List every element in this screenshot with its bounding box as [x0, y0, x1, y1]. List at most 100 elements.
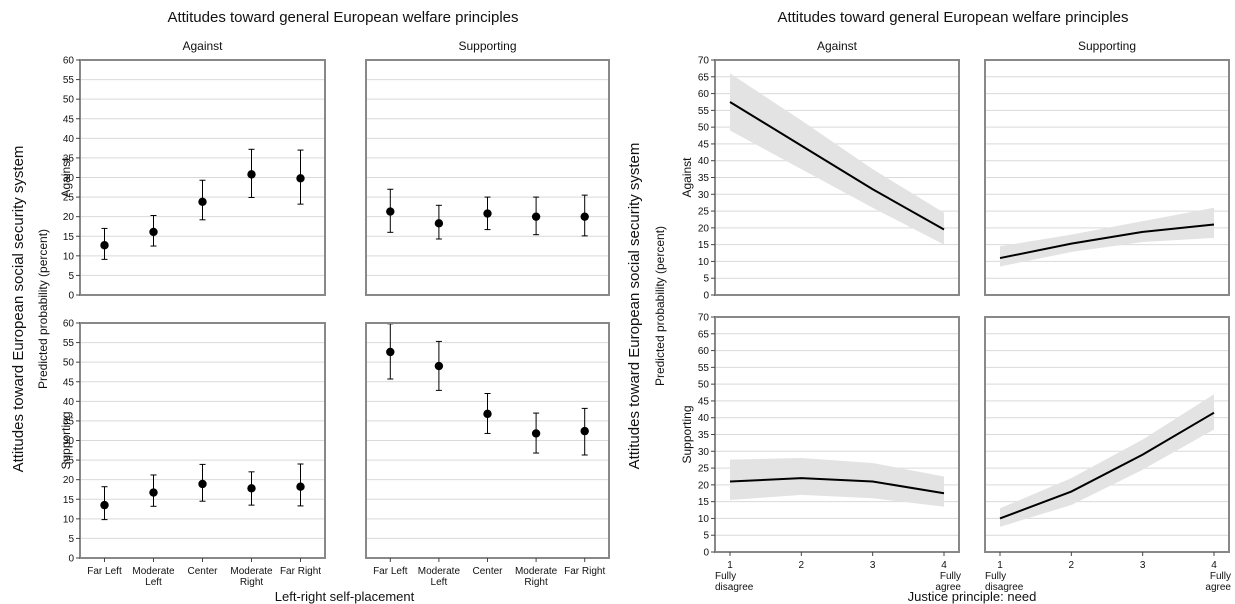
y-tick-label: 10 [63, 251, 75, 262]
y-tick-label: 40 [63, 134, 75, 145]
data-point [531, 212, 541, 221]
x-tick-label: 3 [870, 560, 876, 571]
y-tick-label: 30 [63, 173, 75, 184]
column-header: Against [817, 39, 858, 53]
y-tick-label: 45 [698, 139, 710, 150]
x-tick-label: Center [472, 566, 503, 577]
y-tick-label: 40 [698, 156, 710, 167]
x-tick-note: agree [935, 582, 961, 593]
panel-supporting-against: 05101520253035404550556065701Fullydisagr… [698, 313, 962, 594]
y-tick-label: 15 [63, 232, 75, 243]
y-axis-label: Predicted probability (percent) [36, 229, 50, 389]
chart-2: Attitudes toward general European welfar… [626, 9, 1231, 604]
y-tick-label: 55 [698, 363, 710, 374]
x-tick-note: Fully [985, 571, 1006, 582]
confidence-band [730, 458, 944, 507]
x-tick-label: Far Left [87, 566, 122, 577]
y-tick-label: 35 [698, 430, 710, 441]
row-header: Against [59, 157, 73, 198]
data-point [247, 484, 256, 493]
data-point [247, 170, 256, 179]
panel-against-supporting [984, 59, 1230, 296]
y-tick-label: 5 [703, 274, 709, 285]
chart-title: Attitudes toward general European welfar… [167, 9, 518, 26]
y-tick-label: 10 [63, 514, 75, 525]
x-tick-label: Far Right [564, 566, 605, 577]
y-tick-label: 60 [698, 89, 710, 100]
row-header: Supporting [59, 411, 73, 469]
x-tick-label: Center [187, 566, 218, 577]
y-tick-label: 30 [698, 190, 710, 201]
x-tick-label: 4 [1211, 560, 1217, 571]
y-tick-label: 20 [698, 480, 710, 491]
data-point [386, 347, 395, 357]
panel-supporting-against: 0 5 10 15 20 25 30 35 40 45 50 55 60 Far Left Moderate… [63, 319, 326, 588]
data-point [296, 174, 305, 183]
column-header: Against [182, 39, 223, 53]
row-header: Supporting [680, 405, 694, 463]
x-axis-label: Left-right self-placement [275, 589, 415, 604]
x-tick-label: 1 [727, 560, 733, 571]
data-point [434, 361, 444, 371]
x-tick-note: Fully [1210, 571, 1231, 582]
y-tick-label: 55 [63, 75, 75, 86]
y-tick-label: 15 [63, 495, 75, 506]
panel-border [365, 59, 610, 296]
y-tick-label: 65 [698, 72, 710, 83]
y-tick-label: 0 [703, 548, 709, 559]
panel-border [984, 316, 1230, 553]
data-point [296, 482, 305, 491]
x-tick-note: Fully [940, 571, 961, 582]
y-tick-label: 55 [63, 338, 75, 349]
y-tick-label: 50 [63, 358, 75, 369]
y-tick-label: 40 [63, 397, 75, 408]
x-tick-label: 2 [799, 560, 805, 571]
column-header: Supporting [458, 39, 516, 53]
y-tick-label: 5 [703, 531, 709, 542]
data-point [483, 209, 492, 218]
x-tick-label: Right [524, 577, 548, 588]
data-point [580, 212, 589, 221]
data-point [483, 409, 492, 419]
y-tick-label: 70 [698, 56, 710, 67]
y-tick-label: 35 [698, 173, 710, 184]
panel-against-supporting [365, 59, 610, 296]
series-line [729, 477, 945, 495]
data-point [434, 219, 444, 228]
y-axis-label: Predicted probability (percent) [653, 226, 667, 386]
y-tick-label: 25 [63, 456, 75, 467]
x-tick-label: 1 [997, 560, 1003, 571]
y-tick-label: 55 [698, 106, 710, 117]
confidence-band [730, 73, 944, 245]
x-tick-label: Moderate [230, 566, 273, 577]
x-tick-label: Moderate [515, 566, 558, 577]
y-tick-label: 20 [63, 475, 75, 486]
y-tick-label: 40 [698, 413, 710, 424]
x-tick-note: Fully [715, 571, 736, 582]
y-tick-label: 0 [703, 291, 709, 302]
data-point [149, 227, 158, 237]
data-point [100, 500, 109, 510]
y-tick-label: 25 [698, 464, 710, 475]
data-point [149, 488, 158, 497]
y-tick-label: 65 [698, 329, 710, 340]
data-point [580, 426, 589, 436]
y-tick-label: 50 [698, 123, 710, 134]
x-tick-note: agree [1205, 582, 1231, 593]
y-tick-label: 50 [698, 380, 710, 391]
y-tick-label: 15 [698, 497, 710, 508]
y-tick-label: 60 [63, 319, 75, 330]
y-tick-label: 35 [63, 416, 75, 427]
panel-against-against: 0 5 10 15 20 25 30 35 40 45 50 55 60 65 70 [698, 56, 960, 302]
y-tick-label: 60 [63, 56, 75, 67]
x-tick-label: 4 [941, 560, 947, 571]
x-tick-label: Far Right [280, 566, 321, 577]
y-tick-label: 70 [698, 313, 710, 324]
y-tick-label: 30 [63, 436, 75, 447]
series-line [729, 101, 945, 231]
outer-axis-label: Attitudes toward European social securit… [10, 146, 27, 473]
confidence-band [1000, 394, 1214, 527]
data-point [386, 207, 395, 216]
